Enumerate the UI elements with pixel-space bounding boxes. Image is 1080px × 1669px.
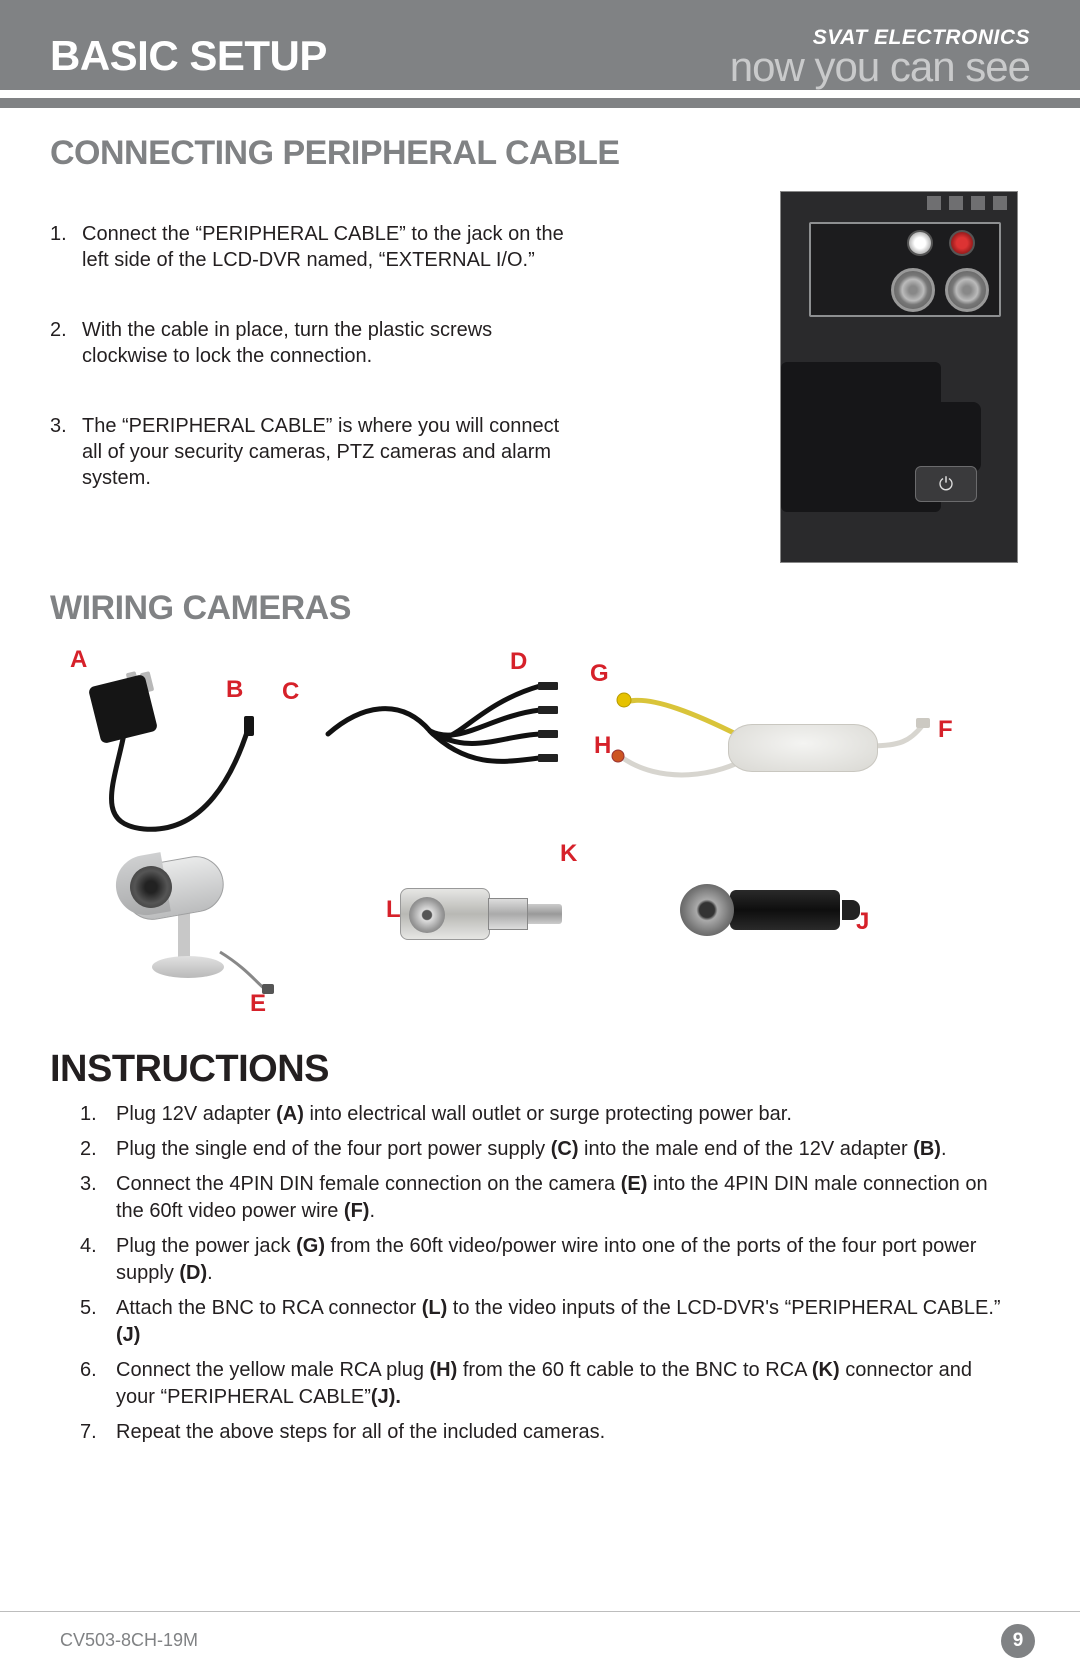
model-number: CV503-8CH-19M bbox=[60, 1630, 198, 1651]
page-title: BASIC SETUP bbox=[50, 32, 327, 90]
adapter-icon bbox=[84, 674, 264, 844]
label-K: K bbox=[560, 840, 577, 868]
label-L: L bbox=[386, 896, 401, 924]
step-text: With the cable in place, turn the plasti… bbox=[82, 317, 570, 369]
instruction-number: 3. bbox=[80, 1171, 102, 1225]
header-band: BASIC SETUP SVAT ELECTRONICS now you can… bbox=[0, 0, 1080, 90]
bnc-jack-icon bbox=[945, 268, 989, 312]
step-text: The “PERIPHERAL CABLE” is where you will… bbox=[82, 413, 570, 491]
step-number: 1. bbox=[50, 221, 70, 273]
label-C: C bbox=[282, 678, 299, 706]
page-footer: CV503-8CH-19M 9 bbox=[0, 1611, 1080, 1669]
instruction-text: Connect the yellow male RCA plug (H) fro… bbox=[116, 1357, 1010, 1411]
connecting-step: 2. With the cable in place, turn the pla… bbox=[50, 317, 570, 369]
instruction-item: 4. Plug the power jack (G) from the 60ft … bbox=[80, 1233, 1010, 1287]
brand-tagline: now you can see bbox=[730, 48, 1030, 86]
splitter-icon bbox=[320, 676, 560, 816]
instruction-number: 5. bbox=[80, 1295, 102, 1349]
rca-bnc-icon bbox=[680, 884, 850, 944]
connecting-step: 3. The “PERIPHERAL CABLE” is where you w… bbox=[50, 413, 570, 491]
page-number: 9 bbox=[1001, 1624, 1035, 1658]
connecting-section: CONNECTING PERIPHERAL CABLE 1. Connect t… bbox=[0, 134, 1080, 563]
instruction-item: 6. Connect the yellow male RCA plug (H) f… bbox=[80, 1357, 1010, 1411]
instruction-number: 6. bbox=[80, 1357, 102, 1411]
step-number: 2. bbox=[50, 317, 70, 369]
camera-icon bbox=[112, 856, 262, 1006]
wire-bundle-icon bbox=[610, 686, 930, 796]
instructions-list: 1. Plug 12V adapter (A) into electrical w… bbox=[50, 1101, 1030, 1446]
instruction-number: 4. bbox=[80, 1233, 102, 1287]
instruction-text: Plug 12V adapter (A) into electrical wal… bbox=[116, 1101, 792, 1128]
instruction-number: 7. bbox=[80, 1419, 102, 1446]
label-A: A bbox=[70, 646, 87, 674]
instructions-section: INSTRUCTIONS 1. Plug 12V adapter (A) into… bbox=[0, 1048, 1080, 1446]
connecting-heading: CONNECTING PERIPHERAL CABLE bbox=[50, 134, 1030, 173]
power-button-icon: ⏻ bbox=[915, 466, 977, 502]
io-panel bbox=[809, 222, 1001, 317]
wiring-heading: WIRING CAMERAS bbox=[50, 589, 1030, 628]
instruction-text: Repeat the above steps for all of the in… bbox=[116, 1419, 605, 1446]
instructions-heading: INSTRUCTIONS bbox=[50, 1048, 1030, 1091]
wiring-section: WIRING CAMERAS A B C D G H F K L J E bbox=[0, 589, 1080, 1036]
instruction-text: Attach the BNC to RCA connector (L) to t… bbox=[116, 1295, 1010, 1349]
label-D: D bbox=[510, 648, 527, 676]
brand-block: SVAT ELECTRONICS now you can see bbox=[730, 29, 1030, 90]
dvr-back-figure: ⏻ bbox=[780, 191, 1018, 563]
instruction-item: 7. Repeat the above steps for all of the … bbox=[80, 1419, 1010, 1446]
label-F: F bbox=[938, 716, 953, 744]
instruction-text: Connect the 4PIN DIN female connection o… bbox=[116, 1171, 1010, 1225]
divider-band bbox=[0, 98, 1080, 108]
connecting-steps: 1. Connect the “PERIPHERAL CABLE” to the… bbox=[50, 191, 750, 535]
instruction-number: 1. bbox=[80, 1101, 102, 1128]
instruction-item: 3. Connect the 4PIN DIN female connection… bbox=[80, 1171, 1010, 1225]
instruction-item: 5. Attach the BNC to RCA connector (L) to… bbox=[80, 1295, 1010, 1349]
rca-white-icon bbox=[907, 230, 933, 256]
wiring-diagram: A B C D G H F K L J E bbox=[50, 646, 1030, 1036]
instruction-number: 2. bbox=[80, 1136, 102, 1163]
step-text: Connect the “PERIPHERAL CABLE” to the ja… bbox=[82, 221, 570, 273]
connecting-step: 1. Connect the “PERIPHERAL CABLE” to the… bbox=[50, 221, 570, 273]
instruction-item: 1. Plug 12V adapter (A) into electrical w… bbox=[80, 1101, 1010, 1128]
instruction-text: Plug the single end of the four port pow… bbox=[116, 1136, 947, 1163]
instruction-text: Plug the power jack (G) from the 60ft vi… bbox=[116, 1233, 1010, 1287]
step-number: 3. bbox=[50, 413, 70, 491]
bnc-rca-icon bbox=[400, 874, 580, 954]
label-G: G bbox=[590, 660, 609, 688]
bnc-jack-icon bbox=[891, 268, 935, 312]
rca-red-icon bbox=[949, 230, 975, 256]
label-H: H bbox=[594, 732, 611, 760]
instruction-item: 2. Plug the single end of the four port p… bbox=[80, 1136, 1010, 1163]
